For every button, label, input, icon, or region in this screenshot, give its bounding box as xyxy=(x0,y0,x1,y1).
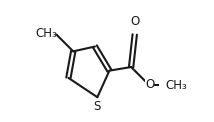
Text: O: O xyxy=(145,78,155,91)
Text: S: S xyxy=(94,100,101,113)
Text: O: O xyxy=(130,15,139,28)
Text: CH₃: CH₃ xyxy=(165,79,187,92)
Text: CH₃: CH₃ xyxy=(36,27,58,40)
